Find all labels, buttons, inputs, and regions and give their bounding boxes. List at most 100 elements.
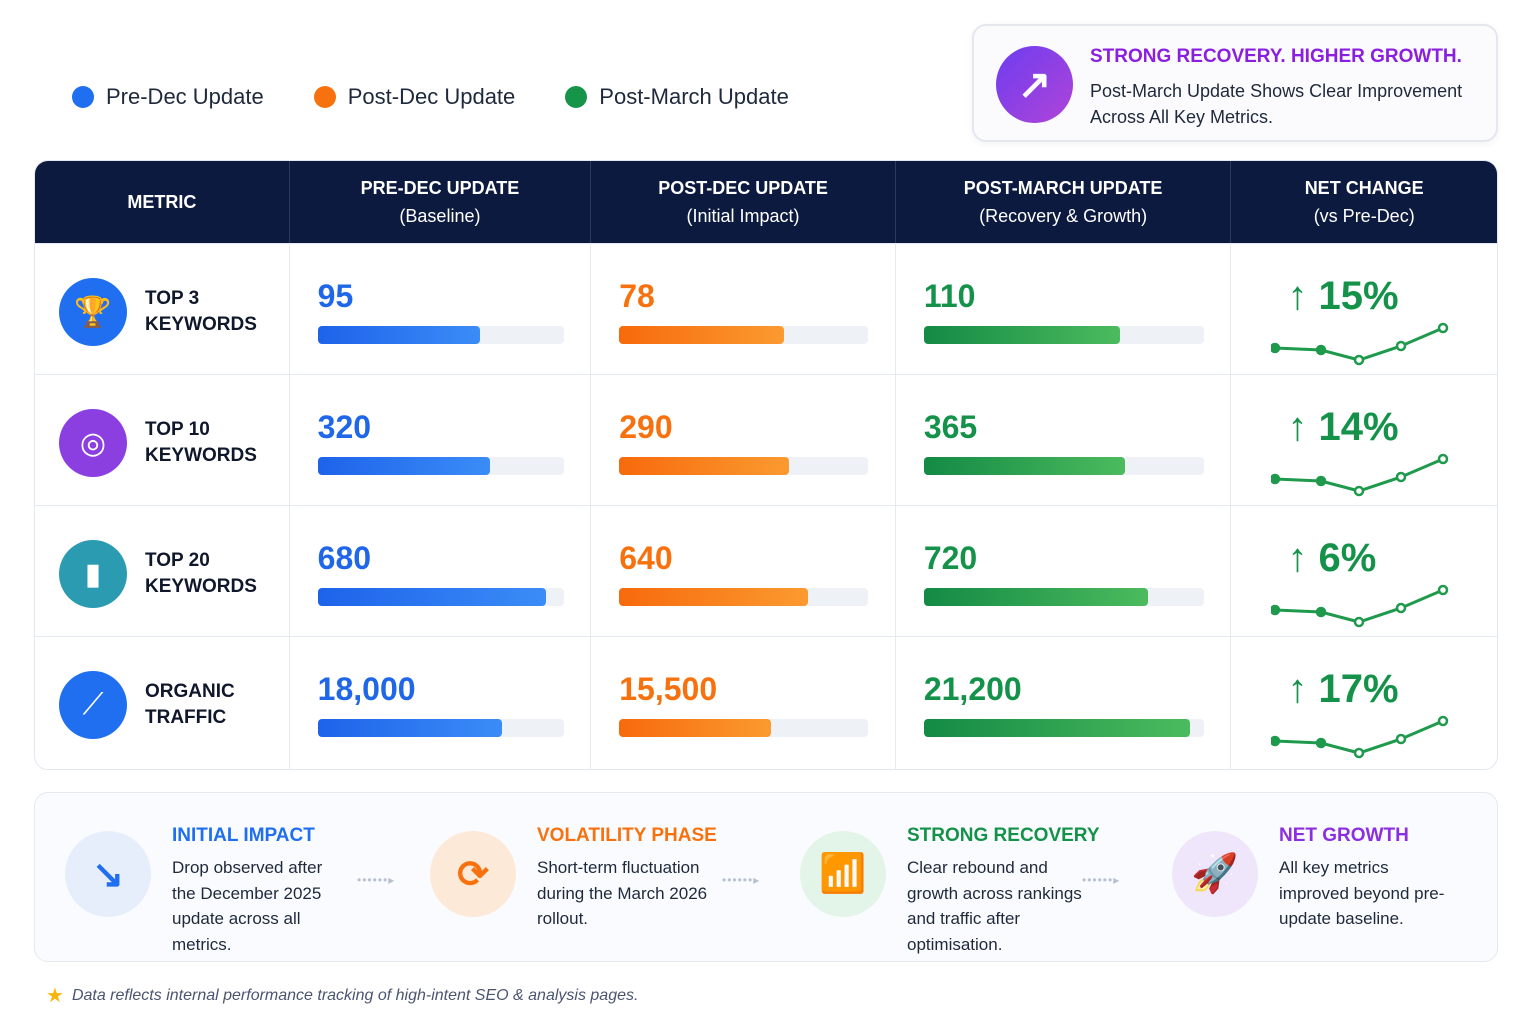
net-change-value: 17% xyxy=(1318,667,1399,711)
header-net-change: NET CHANGE (vs Pre-Dec) xyxy=(1231,161,1497,243)
post-march-value: 365 xyxy=(923,409,978,445)
post-march-bar-fill xyxy=(923,326,1120,344)
metric-label-line: TOP 10 xyxy=(145,419,210,440)
refresh-icon: ⟳ xyxy=(430,831,516,917)
legend-dot-icon xyxy=(72,86,94,108)
phase-text: All key metrics improved beyond pre-upda… xyxy=(1279,858,1445,928)
net-change: ↑ 6% xyxy=(1287,536,1376,581)
table-row: ◎ TOP 10 KEYWORDS 320 290 365 ↑ 14% xyxy=(35,374,1497,505)
pre-dec-cell: 680 xyxy=(290,506,592,636)
sparkline-point xyxy=(1438,715,1449,727)
arrow-right-icon: ••••••▸ xyxy=(722,873,761,887)
sparkline-point xyxy=(1354,485,1365,497)
header-sublabel: (vs Pre-Dec) xyxy=(1313,206,1415,226)
metric-label-line: KEYWORDS xyxy=(145,445,257,466)
sparkline xyxy=(1271,453,1449,497)
legend-post-dec: Post-Dec Update xyxy=(313,84,515,110)
post-march-cell: 365 xyxy=(896,375,1232,505)
sparkline-point xyxy=(1271,342,1281,354)
pre-dec-value: 18,000 xyxy=(317,671,416,707)
sparkline-point xyxy=(1396,602,1407,614)
post-march-cell: 21,200 xyxy=(896,637,1232,769)
pre-dec-value: 680 xyxy=(317,540,372,576)
legend-label: Post-March Update xyxy=(599,84,789,109)
callout-title: STRONG RECOVERY. HIGHER GROWTH. xyxy=(1090,46,1462,67)
header-metric: METRIC xyxy=(35,161,290,243)
metric-label-line: ORGANIC xyxy=(145,681,235,702)
post-march-bar-fill xyxy=(923,588,1148,606)
pre-dec-bar-fill xyxy=(317,326,481,344)
line-chart-icon: ⟋ xyxy=(59,671,127,739)
post-dec-value: 640 xyxy=(619,540,673,576)
table-row: ▮ TOP 20 KEYWORDS 680 640 720 ↑ 6% xyxy=(35,505,1497,636)
sparkline-point xyxy=(1438,453,1449,465)
metric-label-line: KEYWORDS xyxy=(145,576,257,597)
header-label: POST-MARCH UPDATE xyxy=(963,178,1163,198)
sparkline xyxy=(1271,715,1449,759)
post-march-cell: 110 xyxy=(896,244,1232,374)
net-change-value: 6% xyxy=(1318,536,1377,580)
post-march-bar xyxy=(923,719,1204,737)
pre-dec-bar xyxy=(317,457,564,475)
post-dec-cell: 290 xyxy=(591,375,896,505)
arrow-up-icon: ↑ xyxy=(1287,274,1308,318)
net-change-cell: ↑ 17% xyxy=(1231,637,1497,769)
table-header: METRIC PRE-DEC UPDATE (Baseline) POST-DEC… xyxy=(35,161,1497,243)
legend-post-march: Post-March Update xyxy=(565,84,789,110)
pre-dec-bar xyxy=(317,719,564,737)
bar-chart-icon: ▮ xyxy=(59,540,127,608)
table-row: ⟋ ORGANIC TRAFFIC 18,000 15,500 21,200 ↑ 17% xyxy=(35,636,1497,769)
legend-pre-dec: Pre-Dec Update xyxy=(72,84,264,110)
metric-label-line: KEYWORDS xyxy=(145,314,257,335)
pre-dec-bar xyxy=(317,588,564,606)
trend-arrow-up-icon: ↗ xyxy=(996,46,1073,123)
metric-label: TOP 20 KEYWORDS xyxy=(145,548,275,600)
target-icon: ◎ xyxy=(59,409,127,477)
phase-title: VOLATILITY PHASE xyxy=(537,825,717,846)
footnote-text: Data reflects internal performance track… xyxy=(71,986,639,1004)
sparkline xyxy=(1271,322,1449,366)
arrow-right-icon: ••••••▸ xyxy=(1082,873,1121,887)
sparkline-point xyxy=(1438,322,1449,334)
header-pre-dec: PRE-DEC UPDATE (Baseline) xyxy=(290,161,592,243)
arrow-up-icon: ↑ xyxy=(1287,667,1308,711)
net-change-cell: ↑ 15% xyxy=(1231,244,1497,374)
phase-text: Clear rebound and growth across rankings… xyxy=(907,858,1082,954)
phase-text: Drop observed after the December 2025 up… xyxy=(172,858,323,954)
post-march-cell: 720 xyxy=(896,506,1232,636)
post-march-bar xyxy=(923,588,1204,606)
metric-cell: ▮ TOP 20 KEYWORDS xyxy=(35,506,290,636)
post-dec-value: 290 xyxy=(619,409,673,445)
metric-label: TOP 10 KEYWORDS xyxy=(145,417,275,469)
metric-cell: 🏆 TOP 3 KEYWORDS xyxy=(35,244,290,374)
header-post-march: POST-MARCH UPDATE (Recovery & Growth) xyxy=(896,161,1232,243)
metric-label: ORGANIC TRAFFIC xyxy=(145,679,275,731)
sparkline-point xyxy=(1316,737,1327,749)
metrics-table: METRIC PRE-DEC UPDATE (Baseline) POST-DEC… xyxy=(34,160,1498,770)
post-dec-bar xyxy=(619,719,869,737)
header-label: NET CHANGE xyxy=(1304,178,1424,198)
summary-callout: ↗ STRONG RECOVERY. HIGHER GROWTH. Post-M… xyxy=(972,24,1498,142)
growth-chart-icon: 📶 xyxy=(800,831,886,917)
metric-label-line: TOP 20 xyxy=(145,550,210,571)
legend-label: Pre-Dec Update xyxy=(106,84,264,109)
phase-title: INITIAL IMPACT xyxy=(172,825,315,846)
sparkline-point xyxy=(1354,616,1365,628)
sparkline-point xyxy=(1354,354,1365,366)
post-dec-bar xyxy=(619,457,869,475)
sparkline-point xyxy=(1354,747,1365,759)
metric-label: TOP 3 KEYWORDS xyxy=(145,286,275,338)
phase-title: NET GROWTH xyxy=(1279,825,1409,846)
net-change: ↑ 17% xyxy=(1287,667,1398,712)
footnote: ★ Data reflects internal performance trac… xyxy=(46,983,638,1008)
sparkline-point xyxy=(1316,606,1327,618)
sparkline-point xyxy=(1316,344,1327,356)
header-sublabel: (Initial Impact) xyxy=(686,206,800,226)
legend: Pre-Dec Update Post-Dec Update Post-Marc… xyxy=(72,84,789,110)
post-dec-value: 78 xyxy=(619,278,655,314)
legend-dot-icon xyxy=(565,86,588,108)
net-change: ↑ 14% xyxy=(1287,405,1398,450)
metric-label-line: TRAFFIC xyxy=(145,707,227,728)
post-dec-bar xyxy=(619,588,869,606)
pre-dec-cell: 320 xyxy=(290,375,592,505)
